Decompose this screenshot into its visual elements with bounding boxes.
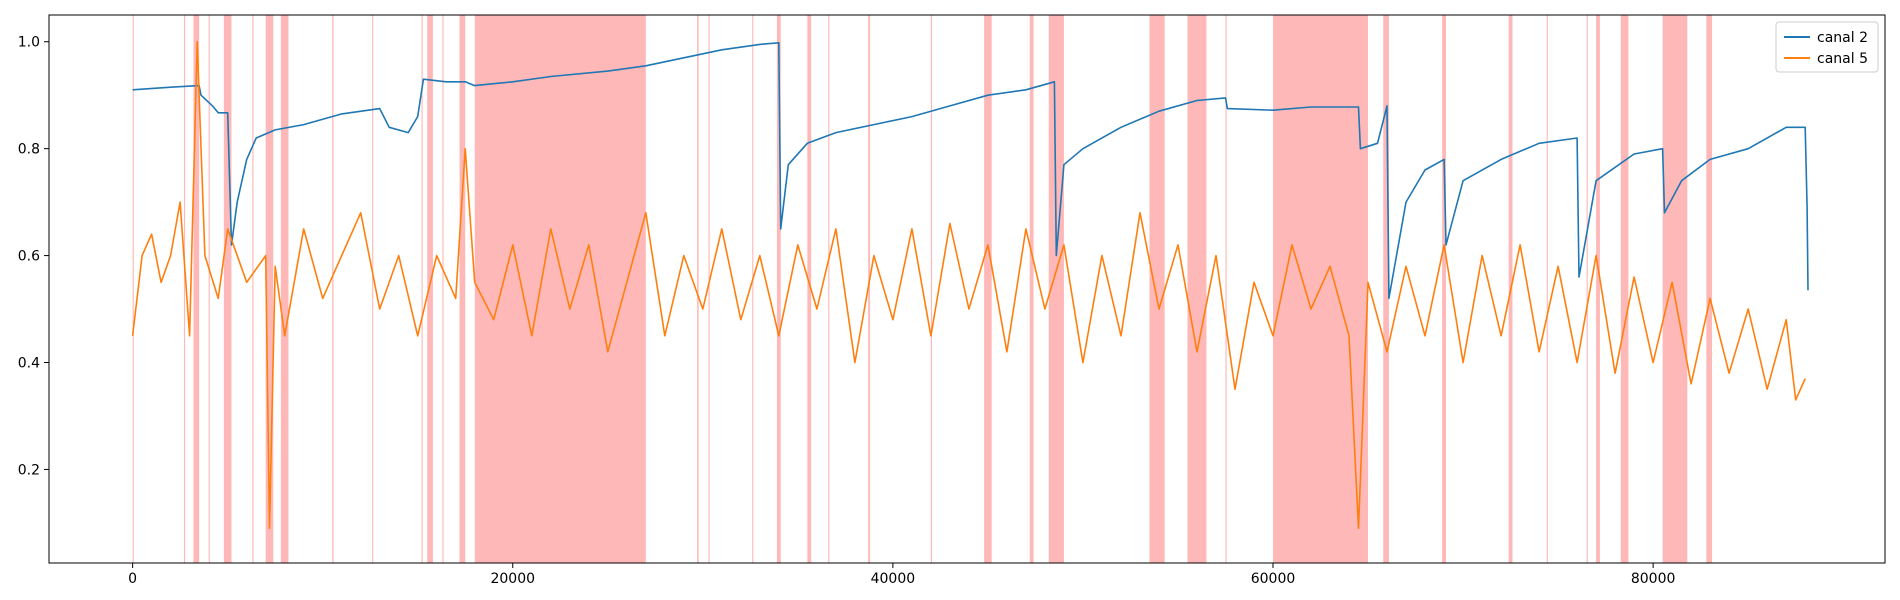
y-tick-label: 0.6 [18, 249, 40, 265]
shaded-region [776, 15, 781, 563]
shaded-region [223, 15, 232, 563]
shaded-region [1225, 15, 1227, 563]
legend-box [1775, 21, 1879, 73]
plot-frame [48, 14, 1886, 564]
shaded-region [868, 15, 871, 563]
y-axis: 0.2 0.4 0.6 0.8 1.0 [18, 35, 49, 478]
x-tick-label: 20000 [490, 571, 535, 587]
y-tick-label: 1.0 [18, 35, 40, 51]
x-tick-label: 40000 [871, 571, 916, 587]
shaded-region [132, 15, 134, 563]
shaded-region [252, 15, 254, 563]
x-tick-label: 0 [128, 571, 137, 587]
shaded-region [474, 15, 646, 563]
legend-label: canal 2 [1817, 30, 1868, 46]
y-tick-label: 0.2 [18, 462, 40, 478]
shaded-region [265, 15, 274, 563]
shaded-region [442, 15, 444, 563]
shaded-region [1596, 15, 1600, 563]
shaded-region [1187, 15, 1207, 563]
shaded-region [1620, 15, 1629, 563]
shaded-region [372, 15, 374, 563]
legend-label: canal 5 [1817, 51, 1868, 67]
legend: canal 2 canal 5 [1775, 21, 1879, 73]
shaded-region [807, 15, 812, 563]
x-tick-label: 60000 [1251, 571, 1296, 587]
x-axis: 0 20000 40000 60000 80000 [128, 563, 1675, 587]
shaded-region [1662, 15, 1688, 563]
series-line [131, 40, 1806, 529]
shaded-region [421, 15, 423, 563]
shaded-region [183, 15, 186, 563]
shaded-region [1383, 15, 1389, 563]
x-tick-label: 80000 [1631, 571, 1676, 587]
y-tick-label: 0.4 [18, 356, 40, 372]
shaded-region [828, 15, 830, 563]
shaded-region [1546, 15, 1548, 563]
series-line [132, 42, 1809, 300]
shaded-region [708, 15, 710, 563]
shaded-region [280, 15, 289, 563]
shaded-region [697, 15, 699, 563]
series-lines [131, 40, 1809, 529]
shaded-region [208, 15, 210, 563]
shaded-region [1048, 15, 1064, 563]
shaded-regions [132, 15, 1713, 563]
shaded-region [984, 15, 992, 563]
shaded-region [930, 15, 933, 563]
shaded-region [752, 15, 754, 563]
shaded-region [1149, 15, 1165, 563]
shaded-region [1029, 15, 1034, 563]
shaded-region [1706, 15, 1713, 563]
shaded-region [459, 15, 466, 563]
shaded-region [1442, 15, 1446, 563]
shaded-region [427, 15, 433, 563]
y-tick-label: 0.8 [18, 142, 40, 158]
shaded-region [1586, 15, 1588, 563]
shaded-region [193, 15, 200, 563]
shaded-region [332, 15, 334, 563]
